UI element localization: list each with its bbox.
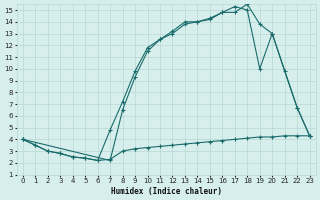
X-axis label: Humidex (Indice chaleur): Humidex (Indice chaleur) — [111, 187, 222, 196]
